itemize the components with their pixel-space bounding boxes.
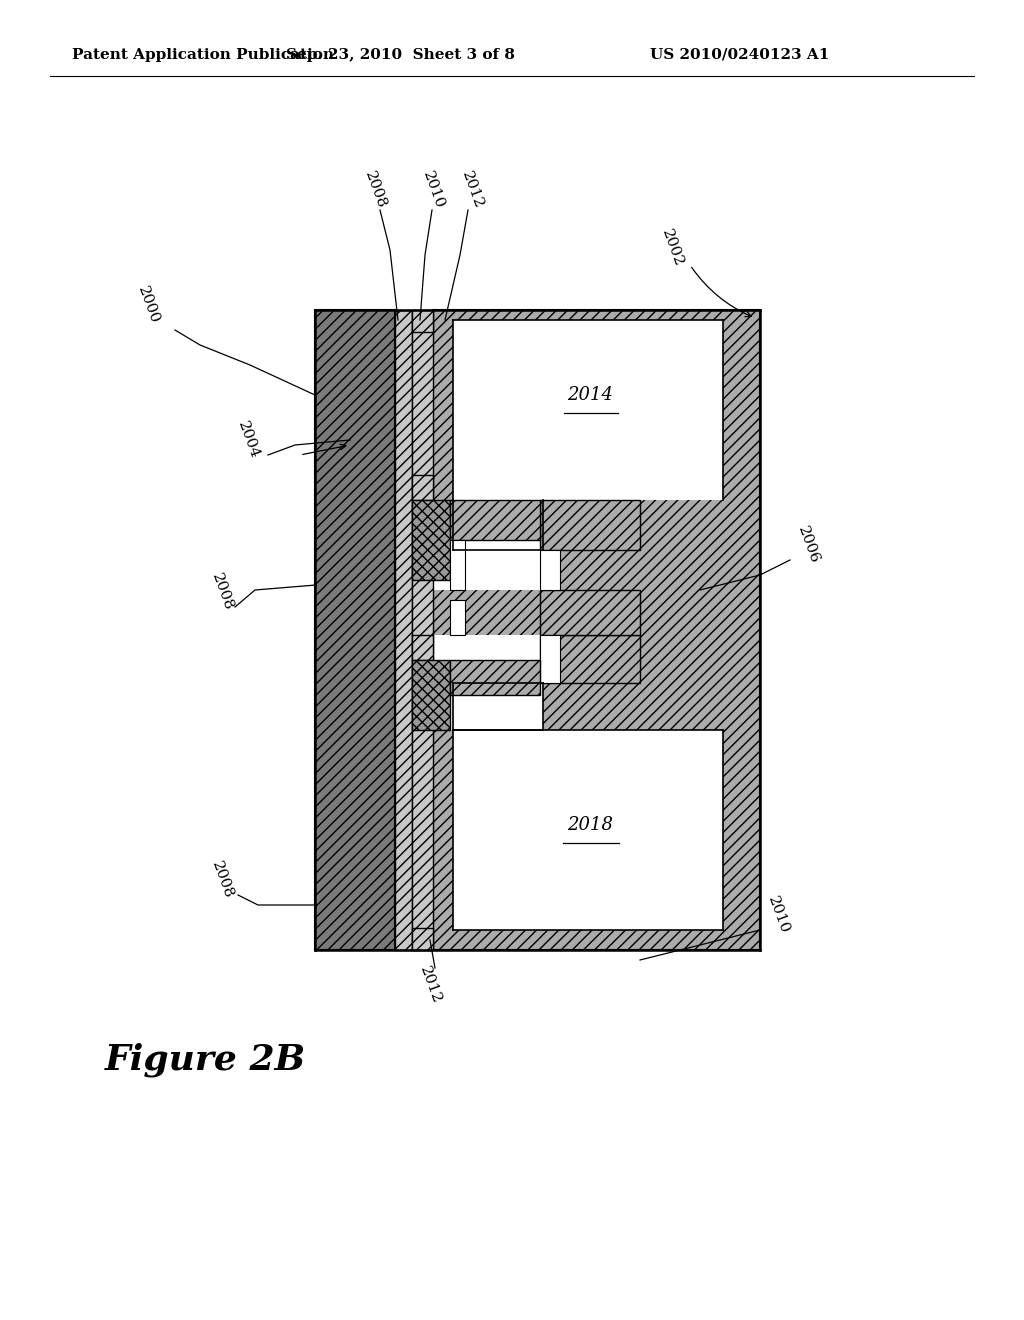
Text: 2010: 2010	[765, 894, 792, 936]
Bar	[412, 635, 433, 660]
Text: 2014: 2014	[567, 385, 613, 404]
Text: 2008: 2008	[361, 169, 388, 211]
Text: 2002: 2002	[658, 227, 685, 269]
Text: 2008: 2008	[209, 859, 236, 900]
Text: 2012: 2012	[417, 965, 443, 1006]
Bar	[540, 635, 640, 682]
Bar	[433, 500, 540, 590]
Text: 2018: 2018	[567, 816, 613, 834]
Text: US 2010/0240123 A1: US 2010/0240123 A1	[650, 48, 829, 62]
Bar	[453, 682, 543, 730]
Text: Figure 2B: Figure 2B	[105, 1043, 306, 1077]
Text: 2010: 2010	[420, 169, 446, 211]
Bar	[540, 500, 640, 550]
Bar	[412, 660, 450, 730]
Bar	[395, 310, 412, 950]
Text: Patent Application Publication: Patent Application Publication	[72, 48, 334, 62]
Text: Sep. 23, 2010  Sheet 3 of 8: Sep. 23, 2010 Sheet 3 of 8	[286, 48, 514, 62]
Text: 2012: 2012	[459, 169, 485, 211]
Text: 2006: 2006	[795, 524, 821, 566]
Bar	[453, 319, 723, 500]
Bar	[453, 500, 543, 550]
Bar	[540, 550, 560, 590]
Text: 2004: 2004	[234, 420, 261, 461]
Bar	[412, 928, 433, 950]
Bar	[433, 635, 540, 730]
Text: 2000: 2000	[135, 284, 161, 326]
Bar	[540, 635, 560, 682]
Bar	[450, 540, 465, 590]
Bar	[412, 310, 433, 950]
Bar	[412, 475, 433, 500]
Bar	[412, 310, 433, 333]
Bar	[450, 500, 540, 540]
Bar	[453, 730, 723, 931]
Bar	[450, 660, 540, 696]
Bar	[450, 601, 465, 635]
Text: 2008: 2008	[209, 572, 236, 612]
Bar	[315, 310, 395, 950]
Bar	[540, 590, 640, 635]
Bar	[433, 310, 760, 950]
Bar	[412, 500, 450, 579]
